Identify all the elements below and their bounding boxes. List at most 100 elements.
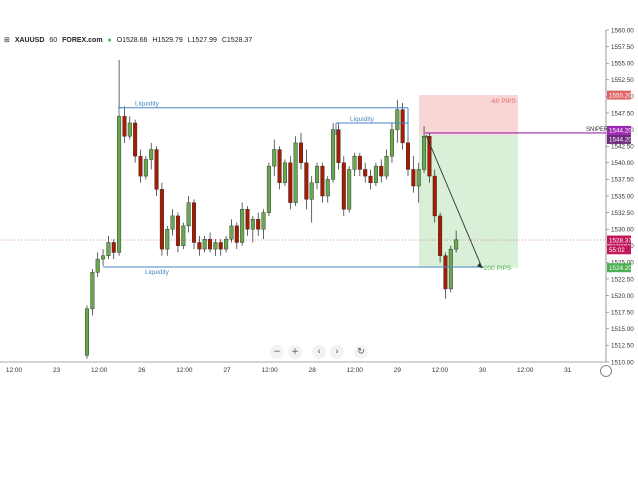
candle-body — [256, 219, 261, 230]
candle[interactable] — [454, 230, 459, 253]
candle[interactable] — [309, 176, 314, 223]
candle[interactable] — [347, 166, 352, 213]
y-tick-label: 1552.50 — [611, 77, 634, 84]
candle[interactable] — [84, 305, 89, 359]
candle[interactable] — [325, 176, 330, 203]
candle[interactable] — [101, 249, 106, 266]
candle[interactable] — [304, 149, 309, 210]
candle[interactable] — [400, 103, 405, 150]
interval[interactable]: 60 — [49, 37, 58, 44]
reset-icon[interactable]: ↻ — [354, 345, 368, 359]
chart-type-icon[interactable]: ⊞ — [4, 37, 10, 44]
chevron-left-icon[interactable]: ‹ — [312, 345, 326, 359]
candle[interactable] — [234, 222, 239, 250]
candle[interactable] — [133, 119, 138, 163]
candle[interactable] — [122, 106, 127, 143]
candle[interactable] — [341, 156, 346, 216]
candle[interactable] — [331, 122, 336, 183]
candle[interactable] — [138, 149, 143, 183]
candle[interactable] — [165, 225, 170, 256]
candle[interactable] — [90, 269, 95, 316]
candle[interactable] — [416, 162, 421, 203]
data-source: FOREX.com — [62, 37, 103, 44]
chevron-right-icon[interactable]: › — [330, 345, 344, 359]
candle[interactable] — [293, 136, 298, 206]
candle[interactable] — [218, 239, 223, 256]
y-tick-label: 1517.50 — [611, 310, 634, 317]
candle[interactable] — [427, 132, 432, 183]
candle[interactable] — [186, 196, 191, 233]
candle[interactable] — [384, 149, 389, 180]
candle[interactable] — [299, 132, 304, 170]
candle[interactable] — [422, 126, 427, 173]
candle[interactable] — [288, 156, 293, 210]
candle[interactable] — [432, 169, 437, 223]
plus-icon[interactable]: + — [288, 345, 302, 359]
candle[interactable] — [379, 159, 384, 183]
candle[interactable] — [197, 235, 202, 256]
candle[interactable] — [438, 212, 443, 263]
candle[interactable] — [224, 235, 229, 253]
candle-body — [240, 209, 245, 243]
candle-body — [288, 162, 293, 203]
projection-arrow[interactable] — [425, 134, 483, 268]
candle[interactable] — [170, 209, 175, 236]
candle[interactable] — [277, 146, 282, 190]
candle[interactable] — [261, 209, 266, 240]
candle[interactable] — [250, 215, 255, 243]
candle[interactable] — [106, 235, 111, 260]
x-tick-label: 12:00 — [261, 367, 278, 374]
candle[interactable] — [245, 205, 250, 236]
y-tick-label: 1542.50 — [611, 144, 634, 151]
candle[interactable] — [181, 222, 186, 250]
candle[interactable] — [175, 212, 180, 253]
candle-body — [293, 142, 298, 203]
candle[interactable] — [352, 152, 357, 177]
candle[interactable] — [143, 156, 148, 180]
candle-body — [159, 189, 164, 250]
candle-body — [106, 242, 111, 256]
candle-body — [357, 155, 362, 170]
candle[interactable] — [443, 252, 448, 299]
candle-body — [234, 225, 239, 243]
candle-body — [138, 155, 143, 177]
candle-body — [309, 182, 314, 200]
candle[interactable] — [368, 169, 373, 190]
minus-icon[interactable]: − — [270, 345, 284, 359]
candle[interactable] — [411, 156, 416, 193]
candle[interactable] — [117, 59, 122, 256]
candle[interactable] — [149, 142, 154, 170]
candle[interactable] — [363, 162, 368, 183]
candle[interactable] — [213, 239, 218, 256]
candle[interactable] — [448, 245, 453, 293]
candle[interactable] — [202, 235, 207, 253]
candle[interactable] — [315, 162, 320, 190]
candle[interactable] — [336, 122, 341, 170]
candle[interactable] — [272, 139, 277, 177]
candle[interactable] — [389, 122, 394, 163]
candle-body — [299, 142, 304, 164]
candle[interactable] — [266, 162, 271, 216]
price-tag — [607, 90, 631, 100]
candle[interactable] — [256, 212, 261, 236]
candle[interactable] — [320, 162, 325, 203]
candle[interactable] — [95, 252, 100, 278]
y-tick-label: 1525.00 — [611, 260, 634, 267]
candle[interactable] — [191, 199, 196, 250]
candle[interactable] — [111, 239, 116, 260]
symbol-name[interactable]: XAUUSD — [14, 37, 45, 44]
candle[interactable] — [154, 146, 159, 196]
candle[interactable] — [127, 116, 132, 140]
candle[interactable] — [159, 182, 164, 256]
candle[interactable] — [240, 202, 245, 246]
candle[interactable] — [395, 99, 400, 143]
candle[interactable] — [208, 232, 213, 253]
candle[interactable] — [282, 159, 287, 187]
candle-body — [443, 255, 448, 290]
candle[interactable] — [229, 219, 234, 243]
candle[interactable] — [357, 152, 362, 177]
stop-loss-zone[interactable] — [419, 95, 518, 135]
gear-icon[interactable] — [600, 365, 612, 377]
candle[interactable] — [373, 162, 378, 187]
